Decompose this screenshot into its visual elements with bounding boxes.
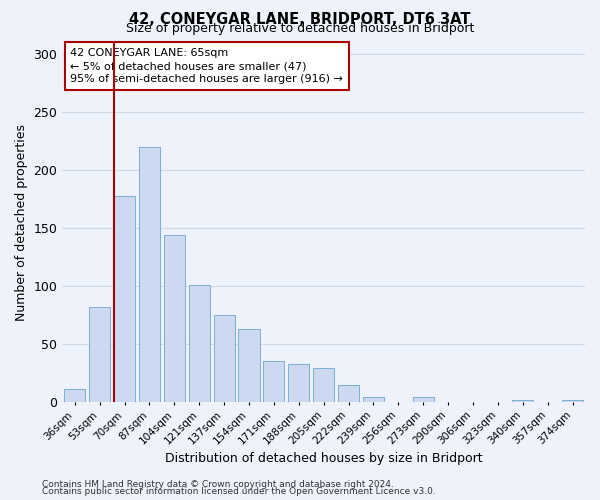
Bar	[114, 196, 135, 402]
Bar	[562, 400, 583, 402]
Bar	[214, 315, 235, 402]
Bar	[263, 362, 284, 402]
X-axis label: Distribution of detached houses by size in Bridport: Distribution of detached houses by size …	[165, 452, 482, 465]
Y-axis label: Number of detached properties: Number of detached properties	[15, 124, 28, 320]
Text: Contains public sector information licensed under the Open Government Licence v3: Contains public sector information licen…	[42, 488, 436, 496]
Bar	[139, 147, 160, 402]
Bar	[188, 285, 210, 402]
Bar	[338, 384, 359, 402]
Text: 42, CONEYGAR LANE, BRIDPORT, DT6 3AT: 42, CONEYGAR LANE, BRIDPORT, DT6 3AT	[129, 12, 471, 26]
Bar	[89, 307, 110, 402]
Bar	[238, 329, 260, 402]
Bar	[164, 235, 185, 402]
Text: Size of property relative to detached houses in Bridport: Size of property relative to detached ho…	[126, 22, 474, 35]
Bar	[512, 400, 533, 402]
Bar	[288, 364, 310, 402]
Text: Contains HM Land Registry data © Crown copyright and database right 2024.: Contains HM Land Registry data © Crown c…	[42, 480, 394, 489]
Bar	[413, 398, 434, 402]
Bar	[363, 398, 384, 402]
Bar	[64, 389, 85, 402]
Bar	[313, 368, 334, 402]
Text: 42 CONEYGAR LANE: 65sqm
← 5% of detached houses are smaller (47)
95% of semi-det: 42 CONEYGAR LANE: 65sqm ← 5% of detached…	[70, 48, 343, 84]
